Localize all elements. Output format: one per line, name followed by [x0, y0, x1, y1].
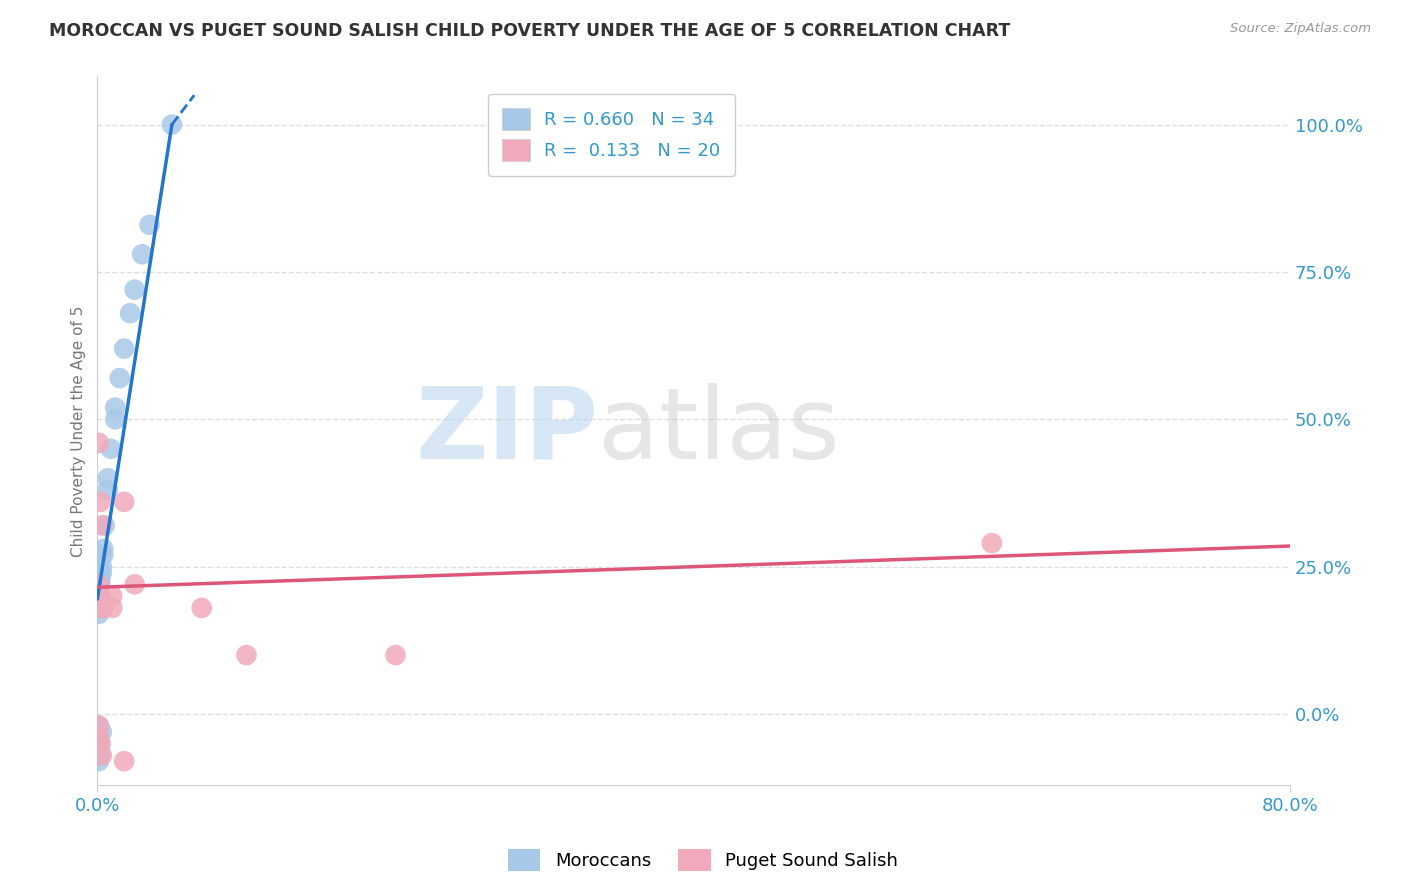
Point — [90, 724, 112, 739]
Point — [89, 737, 111, 751]
Point — [108, 371, 131, 385]
Point — [91, 548, 114, 562]
Point — [120, 306, 142, 320]
Point — [190, 601, 212, 615]
Point — [101, 601, 124, 615]
Point — [89, 748, 111, 763]
Point — [112, 754, 135, 768]
Point — [87, 754, 110, 768]
Point — [90, 566, 112, 580]
Point — [87, 607, 110, 621]
Text: atlas: atlas — [599, 383, 839, 480]
Point — [87, 719, 110, 733]
Point — [90, 559, 112, 574]
Point — [87, 719, 110, 733]
Point — [124, 283, 146, 297]
Point — [87, 731, 110, 745]
Point — [112, 342, 135, 356]
Point — [104, 412, 127, 426]
Point — [87, 731, 110, 745]
Point — [89, 577, 111, 591]
Point — [101, 589, 124, 603]
Point — [87, 742, 110, 756]
Point — [235, 648, 257, 662]
Point — [87, 583, 110, 598]
Point — [87, 589, 110, 603]
Point — [89, 589, 111, 603]
Legend: Moroccans, Puget Sound Salish: Moroccans, Puget Sound Salish — [501, 842, 905, 879]
Point — [112, 495, 135, 509]
Point — [100, 442, 122, 456]
Point — [89, 601, 111, 615]
Legend: R = 0.660   N = 34, R =  0.133   N = 20: R = 0.660 N = 34, R = 0.133 N = 20 — [488, 94, 734, 176]
Y-axis label: Child Poverty Under the Age of 5: Child Poverty Under the Age of 5 — [72, 305, 86, 557]
Point — [980, 536, 1002, 550]
Point — [104, 401, 127, 415]
Point — [91, 541, 114, 556]
Point — [87, 595, 110, 609]
Point — [87, 436, 110, 450]
Text: Source: ZipAtlas.com: Source: ZipAtlas.com — [1230, 22, 1371, 36]
Point — [138, 218, 160, 232]
Point — [384, 648, 406, 662]
Point — [89, 571, 111, 585]
Point — [91, 601, 114, 615]
Text: MOROCCAN VS PUGET SOUND SALISH CHILD POVERTY UNDER THE AGE OF 5 CORRELATION CHAR: MOROCCAN VS PUGET SOUND SALISH CHILD POV… — [49, 22, 1011, 40]
Point — [87, 589, 110, 603]
Point — [94, 518, 117, 533]
Point — [87, 577, 110, 591]
Point — [87, 577, 110, 591]
Point — [87, 601, 110, 615]
Point — [89, 495, 111, 509]
Point — [89, 601, 111, 615]
Point — [90, 518, 112, 533]
Point — [131, 247, 153, 261]
Point — [90, 748, 112, 763]
Text: ZIP: ZIP — [415, 383, 599, 480]
Point — [97, 483, 120, 497]
Point — [124, 577, 146, 591]
Point — [89, 737, 111, 751]
Point — [160, 118, 183, 132]
Point — [97, 471, 120, 485]
